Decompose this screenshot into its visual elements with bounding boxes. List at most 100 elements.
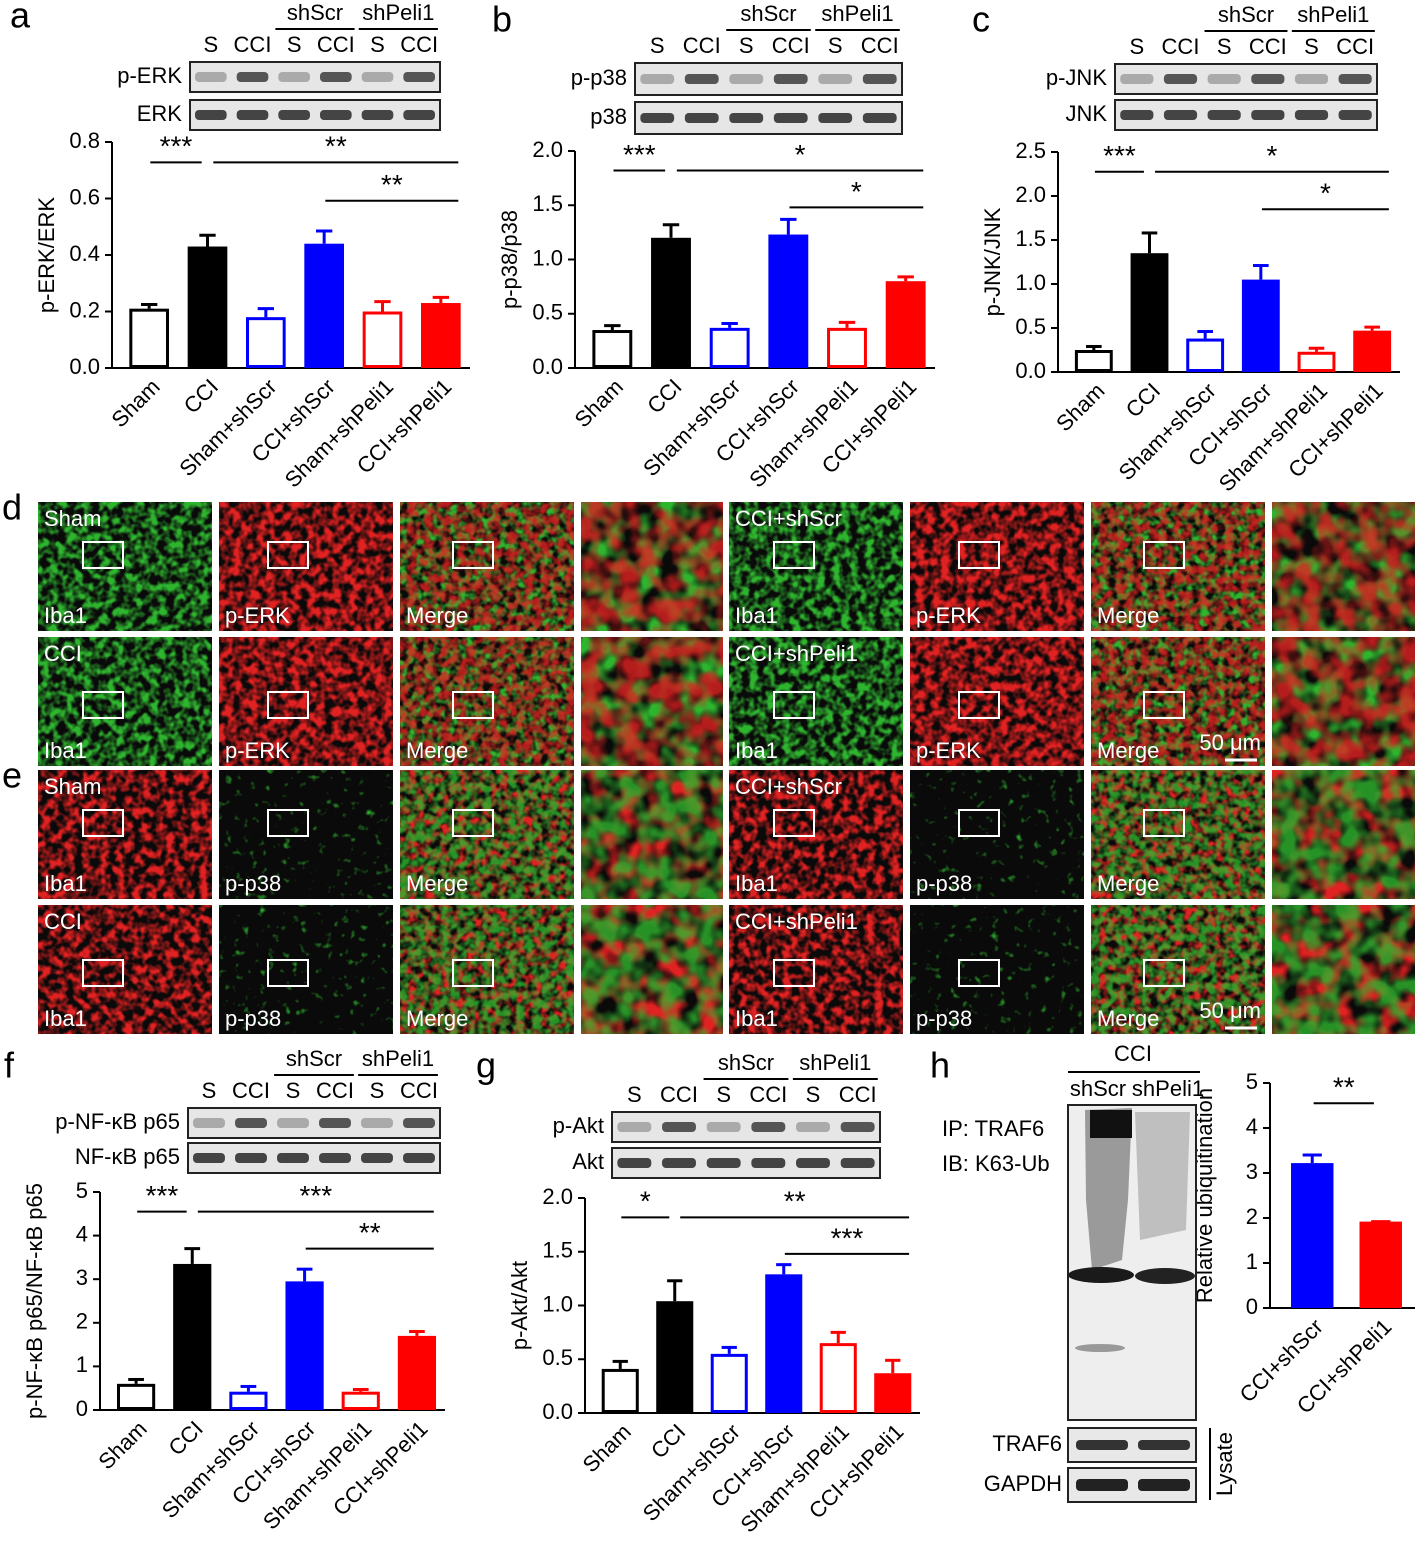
- blot-band: [403, 1118, 435, 1128]
- micrograph: p-ERK: [910, 637, 1084, 766]
- channel-signal: [1091, 637, 1265, 766]
- channel-label: p-p38: [225, 1006, 281, 1031]
- channel-label: Iba1: [735, 603, 778, 628]
- blot-row-label: p-NF-κB p65: [55, 1109, 180, 1134]
- blot-strip: [634, 62, 903, 96]
- channel-signal: [910, 637, 1084, 766]
- channel-signal: [581, 905, 723, 1034]
- blot-row-label: JNK: [1065, 101, 1107, 126]
- group-label: shScr: [740, 1, 796, 26]
- micrograph: Merge: [400, 905, 574, 1034]
- y-tick-label: 0.5: [532, 300, 563, 325]
- bar: [246, 317, 286, 368]
- blot-band: [236, 72, 269, 82]
- significance-label: *: [795, 139, 806, 170]
- micrograph: [1272, 637, 1415, 766]
- lysate-row-label: TRAF6: [992, 1431, 1062, 1456]
- micrograph: [1272, 770, 1415, 899]
- blot-strip: [187, 1107, 441, 1139]
- lane-label: CCI: [1249, 34, 1287, 59]
- group-label: shPeli1: [362, 1046, 434, 1071]
- micrograph: p-p38: [219, 770, 393, 899]
- channel-signal: [729, 770, 903, 899]
- blot-band: [361, 1118, 393, 1128]
- channel-signal: [910, 905, 1084, 1034]
- channel-signal: [581, 502, 723, 631]
- y-tick-label: 4: [1246, 1114, 1258, 1139]
- y-axis-label: p-ERK/ERK: [34, 197, 59, 313]
- blot-band: [403, 110, 435, 120]
- roi-box: [958, 809, 1000, 837]
- band: [1135, 1268, 1195, 1284]
- x-tick-label: Sham: [578, 1419, 636, 1477]
- significance-label: ***: [299, 1180, 332, 1211]
- micrograph: [581, 905, 723, 1034]
- ip-label: IP: TRAF6: [942, 1116, 1044, 1141]
- significance-label: ***: [623, 139, 656, 170]
- lane-label: S: [202, 1078, 217, 1103]
- channel-signal: [1091, 502, 1265, 631]
- smear: [1085, 1108, 1132, 1270]
- bar: [116, 1383, 156, 1410]
- lane-label: CCI: [316, 1078, 354, 1103]
- lane-label: CCI: [683, 33, 721, 58]
- lane-label: CCI: [660, 1082, 698, 1107]
- blot-band: [662, 1122, 696, 1132]
- blot-band: [840, 1122, 875, 1132]
- roi-box: [773, 691, 815, 719]
- blot-band: [818, 74, 853, 84]
- blot-band: [235, 1118, 267, 1128]
- panel-letter: f: [4, 1045, 15, 1086]
- bar: [765, 1274, 803, 1413]
- roi-box: [452, 691, 494, 719]
- micrograph: CCI Iba1: [38, 905, 212, 1034]
- micrograph: [581, 637, 723, 766]
- y-tick-label: 1: [1246, 1249, 1258, 1274]
- channel-label: Merge: [406, 738, 468, 763]
- blot-band: [1163, 110, 1198, 120]
- y-tick-label: 0.6: [69, 184, 100, 209]
- micrograph: p-ERK: [219, 502, 393, 631]
- roi-box: [267, 691, 309, 719]
- y-axis-label: p-Akt/Akt: [507, 1261, 532, 1350]
- lane-label: S: [286, 1078, 301, 1103]
- blot-band: [1338, 74, 1372, 84]
- y-tick-label: 3: [76, 1265, 88, 1290]
- channel-signal: [400, 905, 574, 1034]
- y-tick-label: 1.5: [1015, 226, 1046, 251]
- channel-label: Merge: [406, 871, 468, 896]
- panel-letter: h: [930, 1045, 950, 1086]
- channel-signal: [729, 637, 903, 766]
- bar: [173, 1263, 212, 1410]
- bar: [709, 327, 750, 369]
- blot-band: [320, 110, 352, 120]
- blot-band: [195, 72, 227, 82]
- channel-label: p-p38: [916, 871, 972, 896]
- lane-label: CCI: [400, 32, 438, 57]
- blot-row-label: p-ERK: [117, 63, 182, 88]
- micrograph: CCI+shScr Iba1: [729, 502, 903, 631]
- y-tick-label: 0: [76, 1396, 88, 1421]
- smear: [1090, 1110, 1132, 1138]
- scale-bar-label: 50 μm: [1199, 730, 1261, 755]
- x-tick-label: Sham: [93, 1416, 151, 1474]
- lane-label: S: [806, 1082, 821, 1107]
- y-tick-label: 1.0: [532, 245, 563, 270]
- blot-band: [1294, 110, 1329, 120]
- blot-band: [617, 1122, 652, 1132]
- bar: [592, 330, 633, 368]
- blot-band: [1120, 74, 1154, 84]
- significance-label: **: [325, 131, 347, 162]
- micrograph: CCI Iba1: [38, 637, 212, 766]
- roi-box: [82, 691, 124, 719]
- lane-label: S: [716, 1082, 731, 1107]
- blot-band: [235, 1153, 267, 1163]
- blot-band: [1207, 74, 1241, 84]
- roi-box: [452, 809, 494, 837]
- lane-label: shScr: [1070, 1076, 1126, 1101]
- group-label: shScr: [287, 0, 343, 25]
- lane-label: S: [287, 32, 302, 57]
- blot-band: [361, 72, 394, 82]
